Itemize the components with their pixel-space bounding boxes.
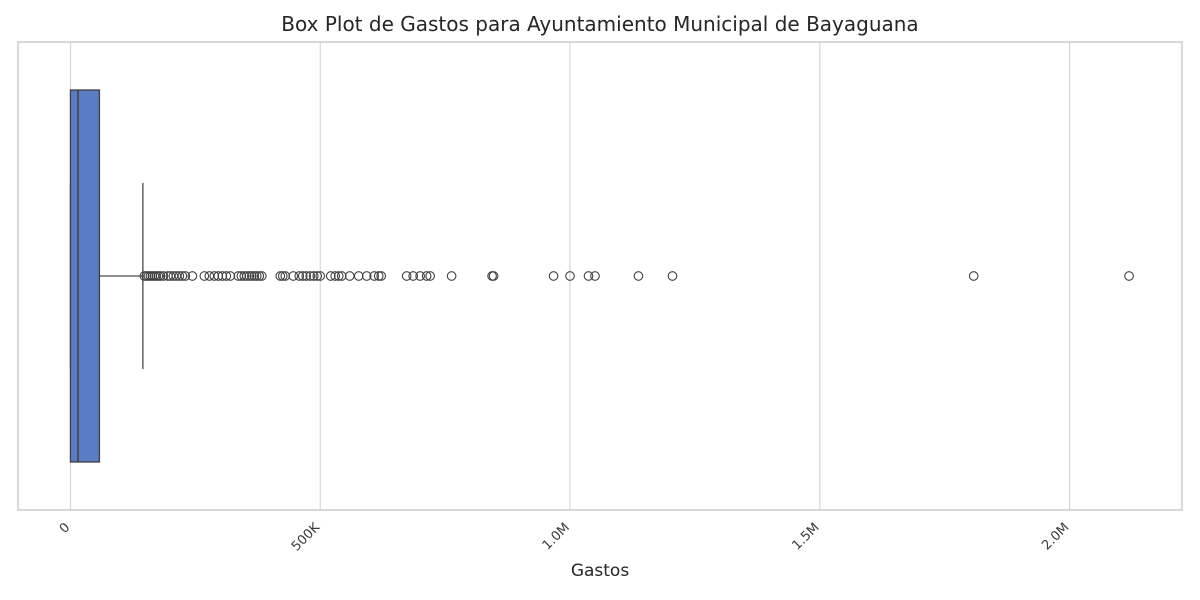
x-tick-label: 0 [57, 520, 73, 536]
outlier-point [180, 271, 191, 281]
tick-layer: 0 500K 1.0M 1.5M 2.0M [57, 520, 1073, 555]
outlier-point [590, 271, 600, 281]
outlier-point [294, 271, 305, 281]
x-tick-label: 1.5M [789, 520, 822, 553]
outlier-point [187, 271, 198, 281]
plot-frame [17, 41, 1183, 511]
outlier-point [204, 271, 215, 281]
outlier-point [236, 271, 247, 281]
iqr-box [69, 89, 101, 463]
x-tick-label: 2.0M [1039, 520, 1072, 553]
chart-title: Box Plot de Gastos para Ayuntamiento Mun… [281, 12, 919, 36]
outlier-point [244, 271, 255, 281]
outlier-point [361, 271, 372, 281]
outlier-point [275, 271, 286, 281]
outlier-point [565, 271, 575, 281]
outlier-point [217, 271, 228, 281]
outlier-point [548, 271, 559, 281]
outlier-point [415, 271, 426, 281]
outlier-point [177, 271, 188, 281]
box-layer [69, 89, 144, 463]
outlier-point [249, 271, 260, 281]
outlier-point [425, 271, 435, 281]
outlier-point [305, 271, 316, 281]
outlier-point [301, 271, 312, 281]
outlier-point [246, 271, 257, 281]
outlier-point [213, 271, 224, 281]
outlier-point [633, 271, 644, 281]
outlier-point [1124, 271, 1134, 281]
outlier-point [280, 271, 291, 281]
outlier-point [325, 271, 336, 281]
x-axis-label: Gastos [570, 561, 630, 581]
outlier-point [155, 271, 166, 281]
outlier-point [221, 271, 232, 281]
outlier-point [373, 271, 384, 281]
x-tick-label: 500K [289, 520, 324, 555]
outlier-point [488, 271, 499, 281]
outlier-point [315, 271, 326, 281]
outlier-point [225, 271, 236, 281]
outlier-point [174, 271, 185, 281]
outlier-point [583, 271, 594, 281]
outlier-point [353, 271, 364, 281]
outlier-point [333, 271, 344, 281]
outlier-point [312, 271, 323, 281]
outlier-point [376, 271, 387, 281]
outlier-point [330, 271, 341, 281]
outlier-point [308, 271, 319, 281]
outlier-point [241, 271, 252, 281]
outlier-point [158, 271, 169, 281]
outlier-point [446, 271, 457, 281]
outlier-point [288, 271, 299, 281]
outlier-layer [139, 271, 1134, 281]
outlier-point [277, 271, 288, 281]
outlier-point [369, 271, 380, 281]
outlier-point [336, 271, 347, 281]
outlier-point [408, 271, 419, 281]
outlier-point [421, 271, 432, 281]
grid-layer [69, 42, 1071, 510]
outlier-point [209, 271, 220, 281]
outlier-point [199, 271, 210, 281]
outlier-point [256, 271, 267, 281]
outlier-point [239, 271, 250, 281]
outlier-point [254, 271, 265, 281]
x-tick-label: 1.0M [540, 520, 573, 553]
outlier-point [251, 271, 262, 281]
outlier-point [297, 271, 308, 281]
outlier-point [344, 271, 355, 281]
outlier-point [968, 271, 979, 281]
outlier-point [667, 271, 678, 281]
outlier-point [401, 271, 412, 281]
